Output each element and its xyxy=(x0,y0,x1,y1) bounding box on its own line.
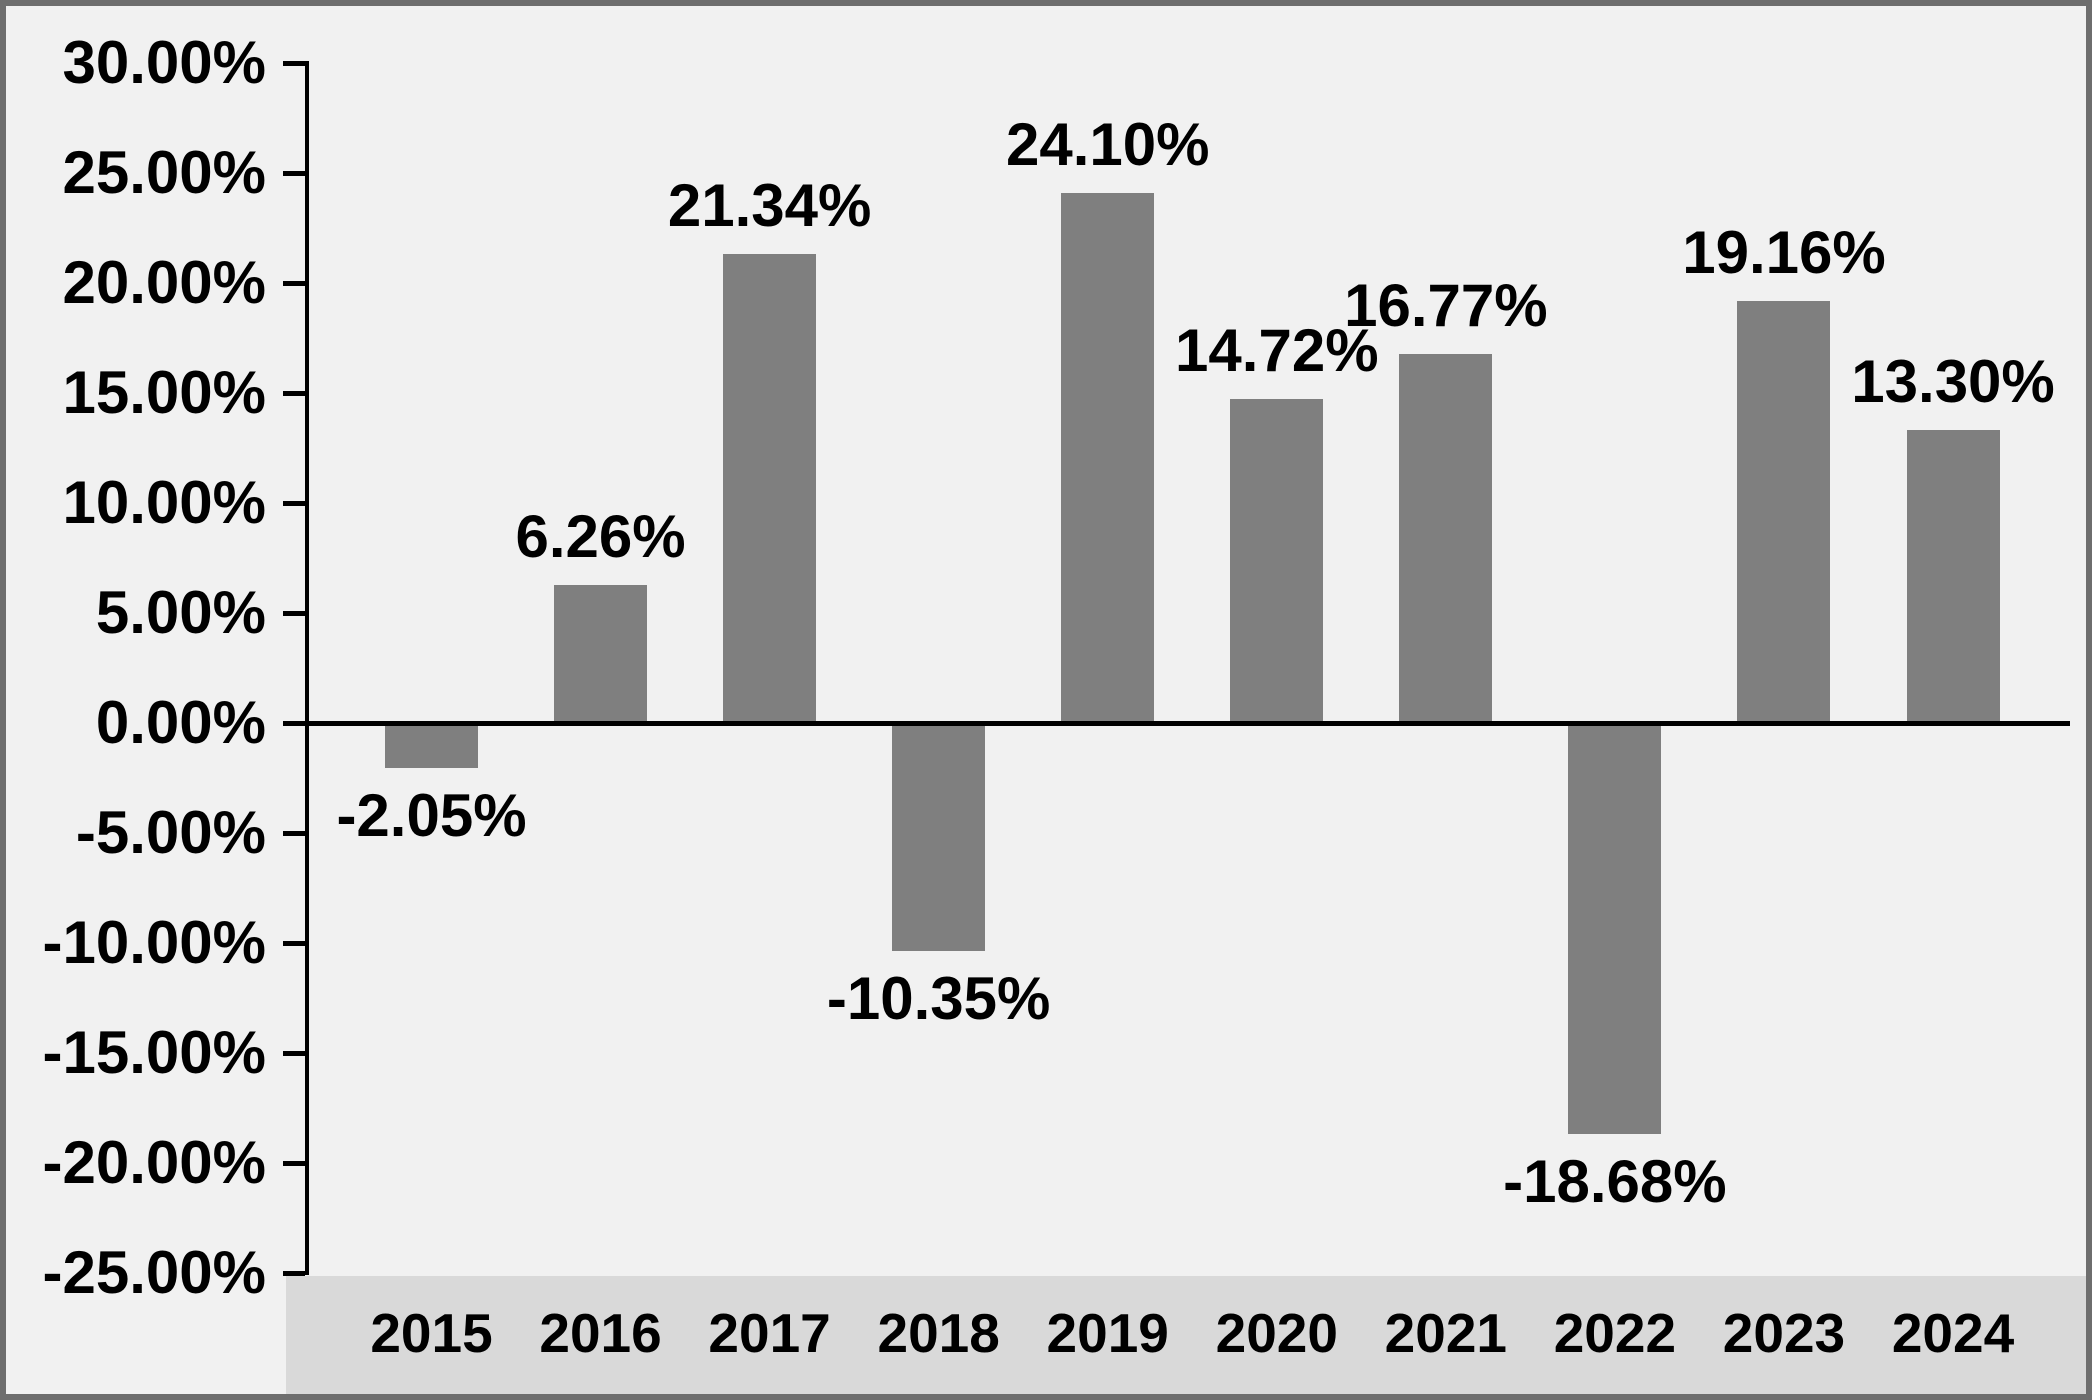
y-axis-tick xyxy=(283,281,305,286)
y-axis-tick-label: -20.00% xyxy=(42,1129,266,1196)
data-label-2017: 21.34% xyxy=(667,171,872,239)
bar-2022 xyxy=(1568,723,1662,1134)
data-label-2015: -2.05% xyxy=(336,782,527,850)
y-axis-tick-label: 0.00% xyxy=(95,689,266,756)
data-label-2022: -18.68% xyxy=(1503,1147,1727,1215)
y-axis-tick xyxy=(283,941,305,946)
data-label-2020: 14.72% xyxy=(1175,317,1379,385)
data-label-2023: 19.16% xyxy=(1682,219,1886,287)
x-axis-label-2024: 2024 xyxy=(1891,1302,2015,1364)
y-axis-tick xyxy=(283,721,305,726)
bar-2023 xyxy=(1737,301,1831,723)
data-label-2016: 6.26% xyxy=(515,503,686,571)
y-axis-tick xyxy=(283,1271,305,1276)
x-axis-label-2016: 2016 xyxy=(539,1302,662,1364)
y-axis-tick xyxy=(283,831,305,836)
y-axis-tick xyxy=(283,61,305,66)
y-axis-tick-label: -10.00% xyxy=(42,909,266,976)
y-axis-tick-label: 20.00% xyxy=(62,249,267,316)
x-axis-label-2015: 2015 xyxy=(370,1302,493,1364)
y-axis-tick xyxy=(283,611,305,616)
bar-2017 xyxy=(723,253,817,723)
y-axis-tick-label: 25.00% xyxy=(62,139,267,206)
y-axis-tick-label: 5.00% xyxy=(95,579,266,646)
bar-2018 xyxy=(892,723,986,951)
x-axis-label-2019: 2019 xyxy=(1046,1302,1169,1364)
bar-2016 xyxy=(554,585,648,723)
y-axis-tick-label: -25.00% xyxy=(42,1239,266,1306)
bar-2015 xyxy=(385,723,478,769)
y-axis-tick-label: 10.00% xyxy=(62,469,267,536)
data-label-2019: 24.10% xyxy=(1005,110,1210,178)
y-axis-tick xyxy=(283,391,305,396)
data-label-2024: 13.30% xyxy=(1851,348,2055,416)
y-axis-line xyxy=(305,61,309,1275)
y-axis-tick xyxy=(283,1161,305,1166)
bar-2024 xyxy=(1906,430,2000,723)
bar-2019 xyxy=(1061,192,1155,723)
y-axis-tick-label: 30.00% xyxy=(62,29,267,96)
y-axis-tick-label: 15.00% xyxy=(62,359,267,426)
data-label-2021: 16.77% xyxy=(1344,272,1548,340)
x-axis-zero-line xyxy=(305,721,2070,726)
y-axis-tick xyxy=(283,1051,305,1056)
x-axis-label-2020: 2020 xyxy=(1215,1302,1338,1364)
y-axis-tick-label: -15.00% xyxy=(42,1019,266,1086)
x-axis-label-band xyxy=(286,1276,2086,1394)
y-axis-tick xyxy=(283,171,305,176)
bar-2020 xyxy=(1230,399,1324,723)
bar-2021 xyxy=(1399,354,1493,723)
x-axis-label-2021: 2021 xyxy=(1384,1302,1508,1364)
x-axis-label-2023: 2023 xyxy=(1722,1302,1846,1364)
x-axis-label-2022: 2022 xyxy=(1553,1302,1677,1364)
x-axis-label-2018: 2018 xyxy=(877,1302,1000,1364)
data-label-2018: -10.35% xyxy=(826,964,1051,1032)
y-axis-tick xyxy=(283,501,305,506)
y-axis-tick-label: -5.00% xyxy=(75,799,266,866)
x-axis-label-2017: 2017 xyxy=(708,1302,831,1364)
